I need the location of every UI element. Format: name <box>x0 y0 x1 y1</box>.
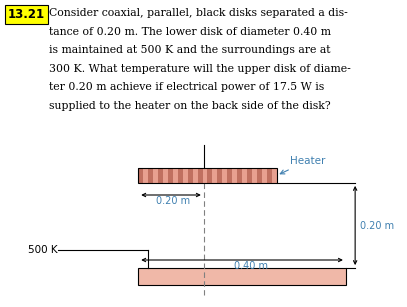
Bar <box>158 168 163 183</box>
Text: 500 K: 500 K <box>28 245 58 255</box>
Text: tance of 0.20 m. The lower disk of diameter 0.40 m: tance of 0.20 m. The lower disk of diame… <box>48 26 330 37</box>
Bar <box>208 168 212 183</box>
Bar <box>188 168 193 183</box>
Bar <box>168 168 173 183</box>
Text: ter 0.20 m achieve if electrical power of 17.5 W is: ter 0.20 m achieve if electrical power o… <box>48 82 324 92</box>
Bar <box>138 168 143 183</box>
Bar <box>197 168 203 183</box>
Text: 0.20 m: 0.20 m <box>360 220 394 231</box>
Bar <box>138 168 277 183</box>
Text: 13.21: 13.21 <box>7 8 45 21</box>
Bar <box>138 168 277 183</box>
Text: supplied to the heater on the back side of the disk?: supplied to the heater on the back side … <box>48 100 330 111</box>
Text: Consider coaxial, parallel, black disks separated a dis-: Consider coaxial, parallel, black disks … <box>48 8 347 18</box>
Bar <box>217 168 222 183</box>
Bar <box>257 168 262 183</box>
Text: 0.20 m: 0.20 m <box>156 196 190 206</box>
Bar <box>148 168 153 183</box>
Bar <box>138 268 346 285</box>
Bar <box>178 168 183 183</box>
Text: 300 K. What temperature will the upper disk of diame-: 300 K. What temperature will the upper d… <box>48 64 350 73</box>
Bar <box>237 168 242 183</box>
Bar <box>227 168 232 183</box>
Bar <box>267 168 272 183</box>
Text: is maintained at 500 K and the surroundings are at: is maintained at 500 K and the surroundi… <box>48 45 330 55</box>
Bar <box>247 168 252 183</box>
Text: Heater: Heater <box>280 156 325 174</box>
Text: 0.40 m: 0.40 m <box>234 261 268 271</box>
